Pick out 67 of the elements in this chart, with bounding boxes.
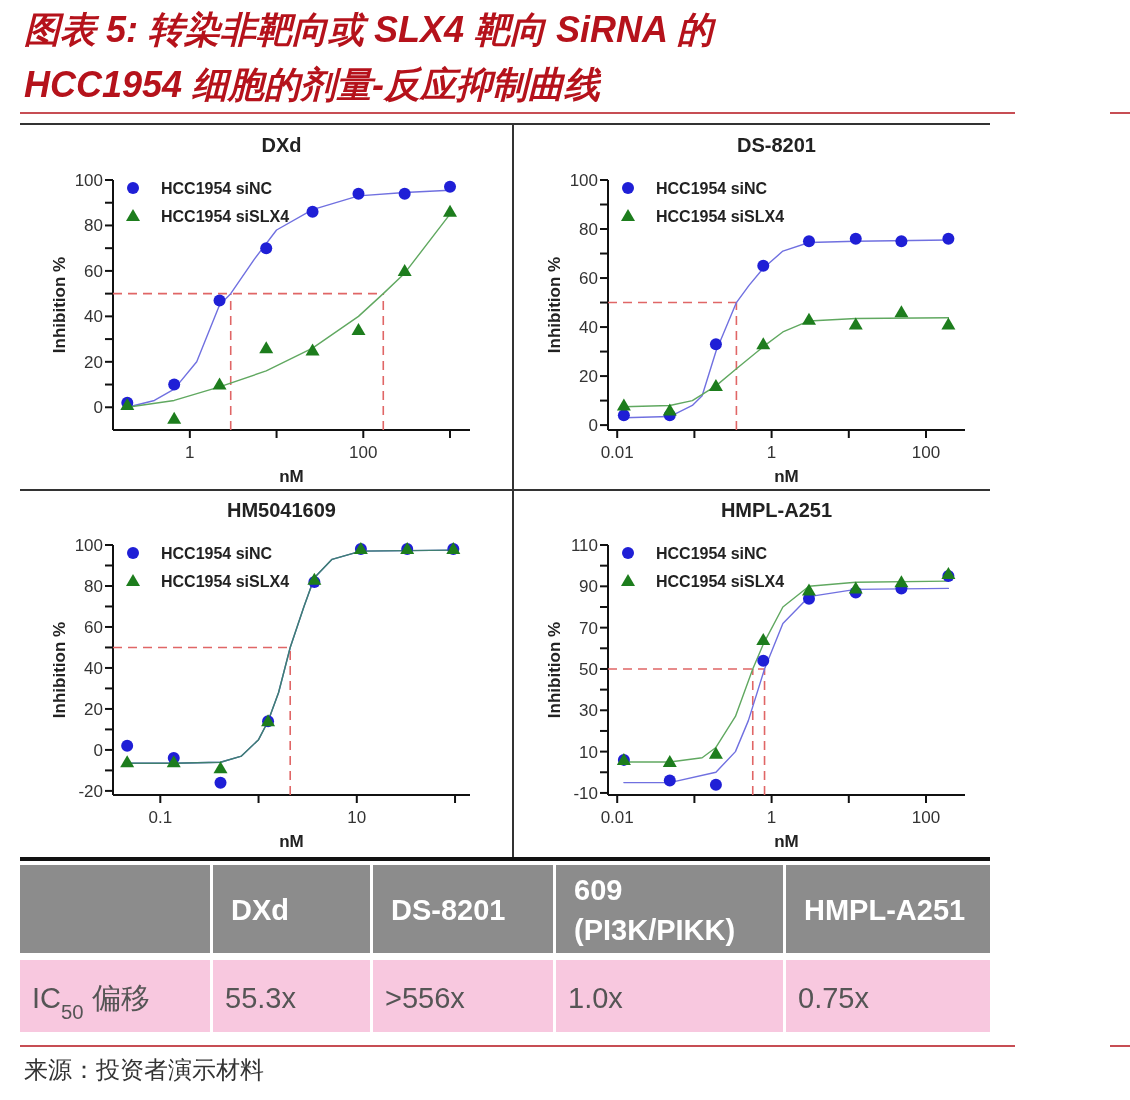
y-tick-label: 0 <box>588 416 598 436</box>
y-tick-label: 60 <box>84 261 103 281</box>
y-tick-label: 80 <box>579 220 598 240</box>
legend-label: HCC1954 siNC <box>656 545 768 562</box>
text: 1.0x <box>568 982 624 1014</box>
y-axis-title: Inhibition % <box>545 256 564 354</box>
y-tick-label: 40 <box>84 307 103 327</box>
chart-title: DXd <box>261 134 302 156</box>
text: IC$_{50}$ 偏移 <box>32 982 150 1023</box>
y-tick-label: -10 <box>573 783 598 803</box>
y-tick-label: 80 <box>84 216 103 236</box>
category-label: DS-8201 <box>391 894 506 926</box>
category-label: 609 (PI3K/PIKK) <box>574 874 736 946</box>
x-axis-title: nM <box>774 832 799 851</box>
y-tick-label: 40 <box>579 318 598 338</box>
category-label: HMPL-A251 <box>804 894 966 926</box>
x-tick-label: 0.1 <box>148 808 173 827</box>
y-axis-title: Inhibition % <box>545 621 564 719</box>
legend-label: HCC1954 siSLX4 <box>161 208 290 225</box>
y-tick-label: 20 <box>84 699 103 719</box>
x-tick-label: 100 <box>911 808 941 827</box>
legend-label: HCC1954 siSLX4 <box>656 573 785 590</box>
x-tick-label: 0.01 <box>600 443 634 462</box>
y-tick-label: 50 <box>579 659 598 679</box>
chart-title: DS-8201 <box>737 134 816 156</box>
y-axis-title: Inhibition % <box>50 256 69 354</box>
x-tick-label: 100 <box>349 443 378 462</box>
y-tick-label: -20 <box>78 781 103 801</box>
y-axis-title: Inhibition % <box>50 621 69 719</box>
text: 55.3x <box>225 982 297 1014</box>
y-tick-label: 90 <box>579 577 598 597</box>
legend-label: HCC1954 siNC <box>161 545 273 562</box>
legend-label: HCC1954 siSLX4 <box>161 573 290 590</box>
x-axis-title: nM <box>774 467 799 486</box>
y-tick-label: 30 <box>579 701 598 721</box>
x-tick-label: 1 <box>766 443 777 462</box>
y-tick-label: 10 <box>579 742 598 762</box>
legend-label: HCC1954 siSLX4 <box>656 208 785 225</box>
y-tick-label: 100 <box>74 171 103 190</box>
text: >556x <box>385 982 466 1014</box>
text: 图表 5: 转染非靶向或 SLX4 靶向 SiRNA 的 HCC1954 细胞的剂量-反应抑制曲线 <box>24 9 717 105</box>
source-note: 来源：投资者演示材料 <box>24 1056 264 1084</box>
legend-label: HCC1954 siNC <box>161 180 273 197</box>
y-tick-label: 100 <box>569 171 598 190</box>
chart-title: HM5041609 <box>227 499 336 521</box>
y-tick-label: 60 <box>84 617 103 637</box>
x-axis-title: nM <box>279 467 304 486</box>
y-tick-label: 20 <box>579 367 598 387</box>
y-tick-label: 0 <box>93 398 103 418</box>
text: 0.75x <box>798 982 870 1014</box>
y-tick-label: 20 <box>84 352 103 372</box>
y-tick-label: 80 <box>84 576 103 596</box>
x-tick-label: 100 <box>911 443 941 462</box>
category-label: DXd <box>231 894 289 926</box>
y-tick-label: 60 <box>579 269 598 289</box>
y-tick-label: 40 <box>84 658 103 678</box>
x-tick-label: 1 <box>185 443 195 462</box>
y-tick-label: 0 <box>93 740 103 760</box>
legend-label: HCC1954 siNC <box>656 180 768 197</box>
x-tick-label: 10 <box>347 808 367 827</box>
x-axis-title: nM <box>279 832 304 851</box>
y-tick-label: 100 <box>74 536 103 555</box>
y-tick-label: 110 <box>570 536 598 555</box>
x-tick-label: 1 <box>766 808 777 827</box>
y-tick-label: 70 <box>579 618 598 638</box>
chart-title: HMPL-A251 <box>720 499 833 521</box>
x-tick-label: 0.01 <box>600 808 634 827</box>
